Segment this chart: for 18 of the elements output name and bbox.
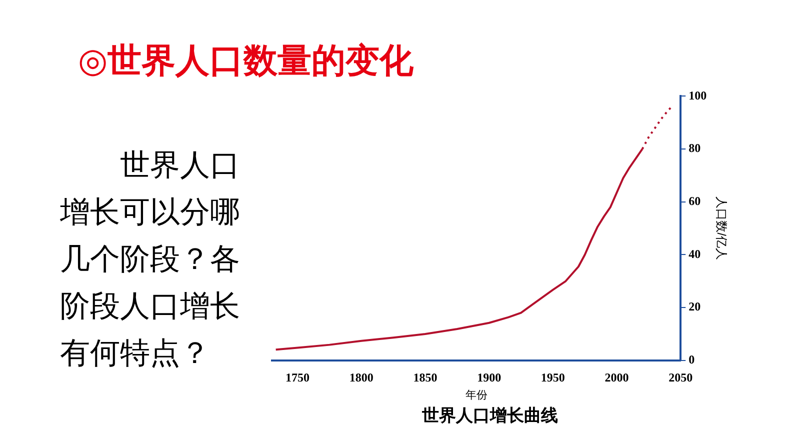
text: 世界人口增长曲线	[421, 405, 559, 427]
y-tick-label: 60	[688, 194, 701, 208]
text: ◎世界人口数量的变化	[78, 40, 414, 83]
x-tick-label: 2000	[604, 370, 629, 385]
x-tick-label: 1750	[286, 370, 310, 385]
y-axis-title: 人口数/亿人	[714, 196, 728, 260]
y-tick-label: 100	[688, 88, 707, 102]
y-tick-label: 0	[688, 352, 695, 366]
text: 世界人口增长可以分哪几个阶段？各阶段人口增长有何特点？	[60, 147, 241, 373]
x-tick-label: 1800	[349, 370, 374, 385]
x-tick-label: 2050	[668, 370, 693, 385]
x-tick-label: 1950	[540, 370, 565, 385]
x-tick-label: 1900	[477, 370, 502, 385]
y-tick-label: 80	[688, 141, 701, 156]
y-tick-label: 20	[688, 300, 701, 314]
y-tick-label: 40	[688, 246, 701, 261]
x-tick-label: 1850	[413, 370, 438, 385]
x-axis-title: 年份	[465, 389, 488, 402]
